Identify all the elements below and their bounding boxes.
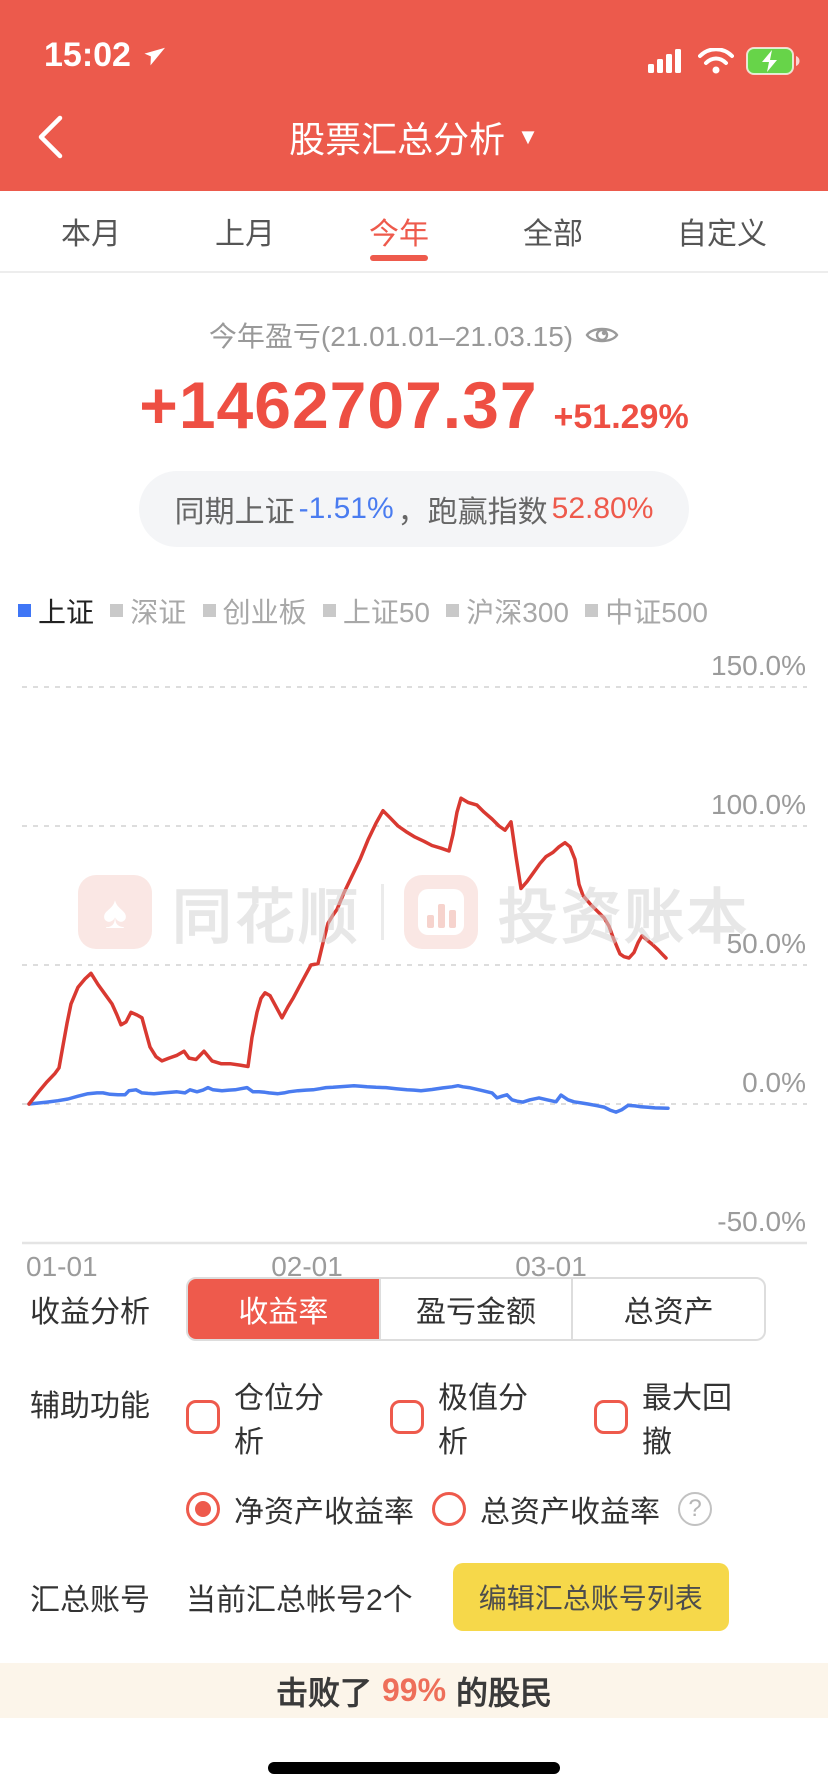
tab-0[interactable]: 本月 xyxy=(61,217,121,251)
checkbox-label: 极值分析 xyxy=(438,1382,528,1460)
x-tick-label: 01-01 xyxy=(26,1251,98,1282)
analysis-row-label: 收益分析 xyxy=(30,1296,150,1330)
period-tabs: 本月 上月 今年 全部 自定义 xyxy=(0,191,828,273)
controls-section: 收益分析 收益率 盈亏金额 总资产 辅助功能 仓位分析 极值分析 最大回撤 净资产收益率… xyxy=(0,1237,828,1663)
battery-charging-icon xyxy=(746,47,800,76)
period-range-label: 今年盈亏(21.01.01–21.03.15) xyxy=(208,320,574,352)
legend-item-5[interactable]: 中证500 xyxy=(585,591,708,631)
segment-2[interactable]: 总资产 xyxy=(571,1279,764,1340)
radio-icon[interactable] xyxy=(186,1492,220,1527)
legend-label: 沪深300 xyxy=(466,596,569,628)
tab-4[interactable]: 自定义 xyxy=(677,217,767,251)
legend-swatch xyxy=(322,604,336,618)
aux-radio-item-1[interactable]: 总资产收益率 xyxy=(432,1487,660,1531)
series-line-上证 xyxy=(27,1083,670,1114)
checkbox-icon[interactable] xyxy=(390,1400,424,1435)
wifi-icon xyxy=(698,47,734,74)
clock: 15:02 xyxy=(44,36,131,75)
tab-2[interactable]: 今年 xyxy=(363,191,435,271)
profit-percent: +51.29% xyxy=(553,397,689,436)
checkbox-icon[interactable] xyxy=(594,1400,628,1435)
checkbox-label: 最大回撤 xyxy=(642,1382,732,1460)
help-icon[interactable]: ? xyxy=(678,1492,712,1527)
segment-1[interactable]: 盈亏金额 xyxy=(378,1279,572,1340)
page-title: 股票汇总分析 xyxy=(289,119,506,161)
legend-swatch xyxy=(18,604,31,618)
chevron-down-icon: ▼ xyxy=(517,124,539,150)
legend-swatch xyxy=(202,604,216,618)
location-arrow-icon xyxy=(144,47,165,66)
aux-checkbox-item-2[interactable]: 最大回撤 xyxy=(594,1373,752,1461)
tab-3[interactable]: 全部 xyxy=(523,217,583,251)
y-tick-label: -50.0% xyxy=(717,1206,806,1237)
back-button[interactable] xyxy=(26,113,74,161)
analysis-segmented-control: 收益率 盈亏金额 总资产 xyxy=(186,1277,766,1342)
beat-suffix: 的股民 xyxy=(456,1674,553,1711)
eye-icon[interactable] xyxy=(585,323,619,347)
status-bar: 15:02 xyxy=(0,0,828,84)
index-legend: 上证 深证 创业板 上证50 沪深300 中证500 xyxy=(0,591,828,631)
tab-1[interactable]: 上月 xyxy=(215,217,275,251)
y-tick-label: 150.0% xyxy=(711,650,806,681)
outperform-value: 52.80% xyxy=(551,491,654,525)
aux-row-label: 辅助功能 xyxy=(30,1390,150,1424)
index-compare-pill: 同期上证 -1.51% ，跑赢指数 52.80% xyxy=(138,470,690,547)
x-tick-label: 03-01 xyxy=(515,1251,587,1282)
radio-icon[interactable] xyxy=(432,1492,466,1527)
aux-checkbox-item-0[interactable]: 仓位分析 xyxy=(186,1373,344,1461)
beat-prefix: 击败了 xyxy=(275,1674,372,1711)
y-tick-label: 100.0% xyxy=(711,789,806,820)
signal-icon xyxy=(648,49,681,74)
home-indicator-zone xyxy=(0,1718,828,1792)
checkbox-icon[interactable] xyxy=(186,1400,220,1435)
legend-label: 创业板 xyxy=(222,596,307,628)
legend-label: 上证 xyxy=(38,596,95,628)
aux-checkbox-item-1[interactable]: 极值分析 xyxy=(390,1373,548,1461)
nav-bar: 股票汇总分析 ▼ xyxy=(0,83,828,191)
pill-prefix: 同期上证 xyxy=(174,495,295,529)
index-change-value: -1.51% xyxy=(298,491,394,525)
series-line-账户收益率 xyxy=(27,796,668,1106)
chart-area: 150.0% 100.0% 50.0% 0.0% -50.0% 01-01 02-01 03-… xyxy=(0,631,828,1282)
beat-percent: 99% xyxy=(381,1672,447,1709)
legend-item-2[interactable]: 创业板 xyxy=(202,591,307,631)
legend-swatch xyxy=(110,604,124,618)
legend-item-1[interactable]: 深证 xyxy=(110,591,186,631)
performance-chart[interactable]: 150.0% 100.0% 50.0% 0.0% -50.0% 01-01 02-01 03-… xyxy=(0,631,828,1291)
page-title-dropdown[interactable]: 股票汇总分析 ▼ xyxy=(289,111,539,163)
legend-item-3[interactable]: 上证50 xyxy=(322,591,430,631)
y-tick-label: 50.0% xyxy=(727,928,806,959)
y-tick-label: 0.0% xyxy=(742,1067,806,1098)
pill-middle: ，跑赢指数 xyxy=(397,495,548,529)
home-indicator[interactable] xyxy=(268,1762,560,1775)
account-count-text: 当前汇总帐号2个 xyxy=(186,1584,413,1618)
legend-label: 深证 xyxy=(130,596,187,628)
legend-label: 上证50 xyxy=(342,596,430,628)
checkbox-label: 仓位分析 xyxy=(234,1382,324,1460)
x-tick-label: 02-01 xyxy=(271,1251,343,1282)
legend-label: 中证500 xyxy=(605,596,708,628)
profit-amount: +1462707.37 xyxy=(139,367,538,442)
segment-0[interactable]: 收益率 xyxy=(188,1279,379,1340)
legend-item-0[interactable]: 上证 xyxy=(18,591,94,631)
beat-ratio-banner: 击败了 99% 的股民 xyxy=(0,1663,828,1719)
legend-swatch xyxy=(585,604,599,618)
summary-section: 今年盈亏(21.01.01–21.03.15) +1462707.37 +51.… xyxy=(0,273,828,547)
radio-label: 总资产收益率 xyxy=(480,1496,660,1530)
account-row-label: 汇总账号 xyxy=(30,1584,150,1618)
chevron-left-icon xyxy=(38,115,63,159)
legend-swatch xyxy=(446,604,460,618)
aux-radio-item-0[interactable]: 净资产收益率 xyxy=(186,1487,414,1531)
legend-item-4[interactable]: 沪深300 xyxy=(446,591,569,631)
radio-label: 净资产收益率 xyxy=(234,1496,414,1530)
edit-account-list-button[interactable]: 编辑汇总账号列表 xyxy=(452,1563,729,1632)
